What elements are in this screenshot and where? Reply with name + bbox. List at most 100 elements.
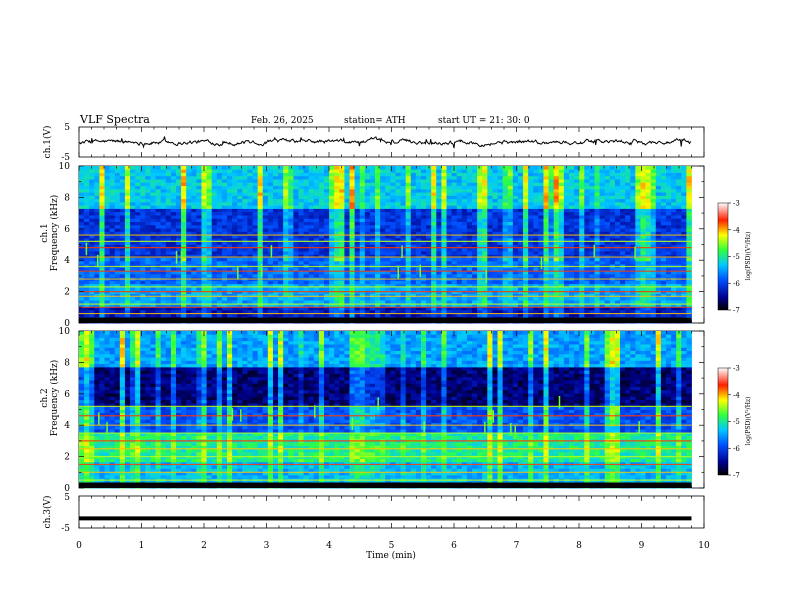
spectrogram-cell <box>109 254 116 258</box>
spectrogram-cell <box>313 270 320 275</box>
spectrogram-cell <box>466 283 473 288</box>
spectrogram-cell <box>558 251 565 255</box>
spectrogram-cell <box>237 273 243 278</box>
spectrogram-cell <box>431 231 437 236</box>
spectrogram-cell <box>119 300 126 304</box>
spectrogram-cell <box>487 175 493 180</box>
spectrogram-cell <box>400 198 407 203</box>
spectrogram-cell <box>267 267 274 272</box>
spectrogram-cell <box>324 201 330 206</box>
spectrogram-cell <box>313 251 320 255</box>
spectrogram-cell <box>569 280 575 285</box>
spectrogram-cell <box>318 215 325 219</box>
spectrogram-cell <box>461 192 468 196</box>
spectrogram-cell <box>160 309 167 314</box>
spectrogram-cell <box>135 215 141 219</box>
spectrogram-cell <box>135 254 141 258</box>
spectrogram-cell <box>426 169 432 173</box>
spectrogram-cell <box>436 296 442 301</box>
spectrogram-cell <box>130 198 136 203</box>
spectrogram-cell <box>482 201 488 206</box>
spectrogram-cell <box>548 215 555 219</box>
spectrogram-cell <box>313 241 320 245</box>
spectrogram-cell <box>446 303 452 308</box>
spectrogram-cell <box>293 257 299 262</box>
spectrogram-cell <box>492 172 498 177</box>
spectrogram-cell <box>579 169 585 173</box>
spectrogram-cell <box>114 169 121 173</box>
spectrogram-cell <box>579 241 585 245</box>
spectrogram-cell <box>252 172 259 177</box>
spectrogram-cell <box>170 198 177 203</box>
spectrogram-cell <box>79 185 85 190</box>
spectrogram-cell <box>461 306 468 311</box>
spectrogram-cell <box>145 205 151 209</box>
spectrogram-cell <box>380 198 386 203</box>
spectrogram-cell <box>375 215 381 219</box>
spectrogram-cell <box>553 192 560 196</box>
spectrogram-cell <box>349 309 356 314</box>
spectrogram-cell <box>232 179 238 183</box>
spectrogram-cell <box>517 228 524 232</box>
spectrogram-cell <box>170 260 177 265</box>
spectrogram-cell <box>298 195 304 200</box>
spectrogram-cell <box>267 241 274 245</box>
spectrogram-cell <box>543 195 549 200</box>
spectrogram-cell <box>461 273 468 278</box>
spectrogram-cell <box>584 215 590 219</box>
spectrogram-cell <box>405 251 412 255</box>
spectrogram-cell <box>410 228 417 232</box>
spectrogram-cell <box>594 244 601 249</box>
spectrogram-cell <box>221 309 228 314</box>
spectrogram-cell <box>466 175 473 180</box>
spectrogram-cell <box>446 182 452 187</box>
spectrogram-cell <box>579 224 585 229</box>
spectrogram-cell <box>375 234 381 239</box>
spectrogram-cell <box>165 201 172 206</box>
spectrogram-cell <box>196 309 202 314</box>
spectrogram-cell <box>426 205 432 209</box>
spectrogram-cell <box>181 221 187 226</box>
spectrogram-cell <box>579 218 585 222</box>
spectrogram-cell <box>569 205 575 209</box>
spectrogram-cell <box>523 244 529 249</box>
spectrogram-cell <box>492 234 498 239</box>
spectrogram-cell <box>298 293 304 298</box>
spectrogram-cell <box>446 218 452 222</box>
spectrogram-cell <box>405 185 412 190</box>
spectrogram-cell <box>344 228 350 232</box>
spectrogram-cell <box>221 280 228 285</box>
spectrogram-cell <box>472 287 478 291</box>
spectrogram-cell <box>237 201 243 206</box>
spectrogram-cell <box>298 179 304 183</box>
spectrogram-cell <box>293 175 299 180</box>
spectrogram-cell <box>104 251 111 255</box>
spectrogram-cell <box>461 205 468 209</box>
spectrogram-cell <box>89 172 95 177</box>
spectrogram-cell <box>523 241 529 245</box>
spectrogram-cell <box>339 313 345 317</box>
spectrogram-cell <box>79 169 85 173</box>
spectrogram-cell <box>548 188 555 193</box>
spectrogram-cell <box>579 300 585 304</box>
spectrogram-cell <box>114 254 121 258</box>
spectrogram-cell <box>278 198 284 203</box>
spectrogram-cell <box>548 175 555 180</box>
spectrogram-cell <box>150 211 156 216</box>
spectrogram-cell <box>283 198 289 203</box>
spectrogram-cell <box>206 273 213 278</box>
spectrogram-cell <box>160 201 167 206</box>
spectrogram-cell <box>242 247 248 252</box>
spectrogram-cell <box>349 224 356 229</box>
spectrogram-cell <box>507 270 514 275</box>
spectrogram-cell <box>380 267 386 272</box>
spectrogram-cell <box>257 251 264 255</box>
spectrogram-cell <box>364 218 371 222</box>
spectrogram-cell <box>477 195 483 200</box>
spectrogram-cell <box>344 198 350 203</box>
spectrogram-cell <box>104 198 111 203</box>
spectrogram-cell <box>150 254 156 258</box>
spectrogram-cell <box>482 195 488 200</box>
spectrogram-cell <box>528 185 534 190</box>
spectrogram-cell <box>594 231 601 236</box>
